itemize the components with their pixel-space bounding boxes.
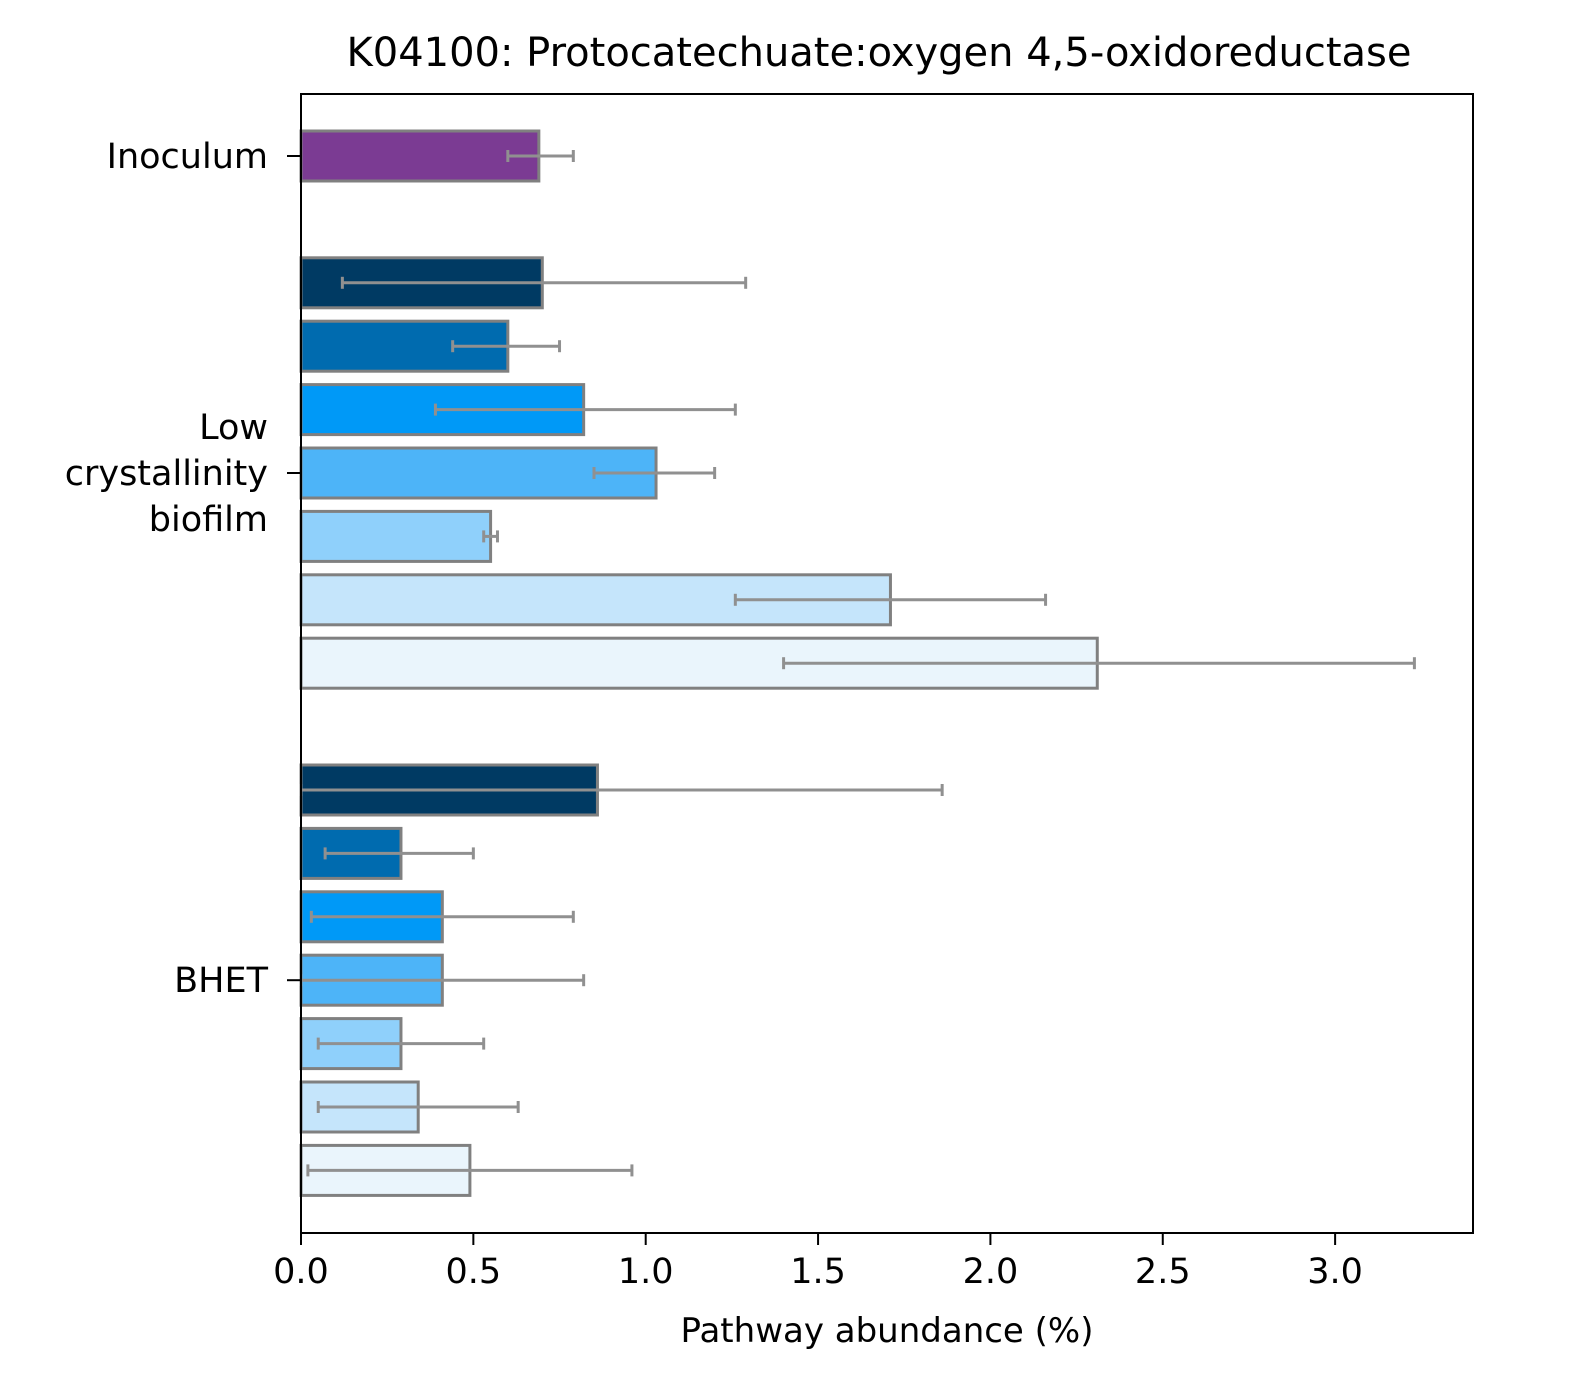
- chart-title: K04100: Protocatechuate:oxygen 4,5-oxido…: [347, 30, 1412, 76]
- x-axis-label: Pathway abundance (%): [681, 1311, 1094, 1351]
- bar: [299, 129, 541, 183]
- y-tick-label: Inoculum: [107, 137, 268, 177]
- y-tick-label: Low: [199, 408, 268, 448]
- plot-frame: [300, 93, 1474, 1234]
- bar: [299, 509, 493, 563]
- y-tick-label: crystallinity: [65, 454, 268, 494]
- y-tick-label: BHET: [174, 961, 268, 1001]
- x-tick-label: 1.0: [618, 1252, 674, 1292]
- x-tick-label: 0.0: [273, 1252, 329, 1292]
- x-tick-label: 2.5: [1135, 1252, 1191, 1292]
- error-bars-layer: [299, 150, 1416, 1177]
- x-tick-label: 0.5: [446, 1252, 502, 1292]
- x-axis: 0.0 0.5 1.0 1.5 2.0 2.5 3.0: [273, 1233, 1363, 1292]
- y-tick-label: biofilm: [149, 500, 268, 540]
- x-tick-label: 2.0: [963, 1252, 1019, 1292]
- y-axis: Inoculum Low crystallinity biofilm BHET: [65, 137, 301, 1001]
- x-tick-label: 3.0: [1307, 1252, 1363, 1292]
- x-tick-label: 1.5: [790, 1252, 846, 1292]
